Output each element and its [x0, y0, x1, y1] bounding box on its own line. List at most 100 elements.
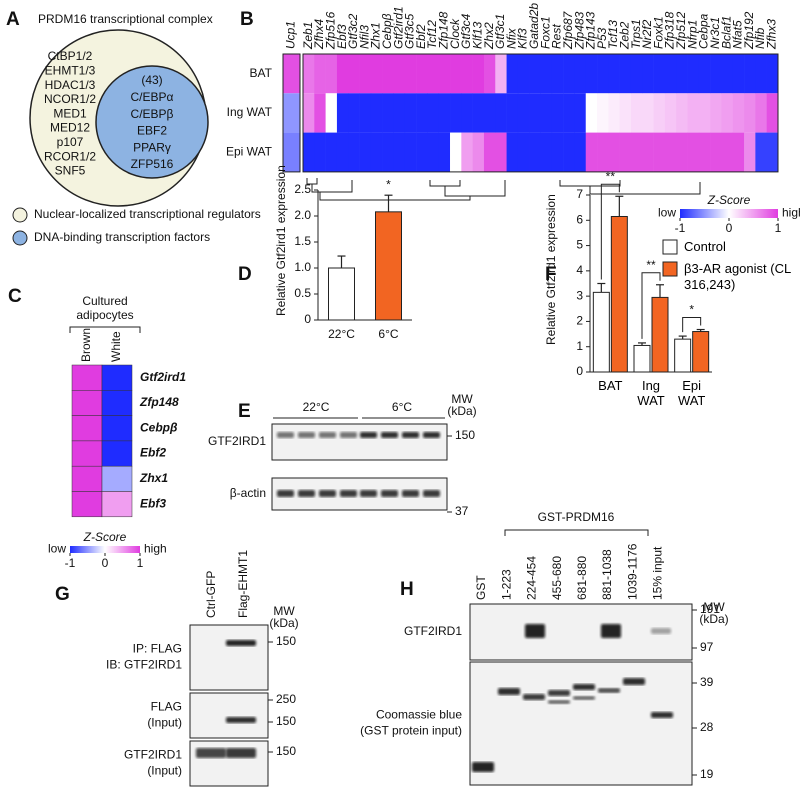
band — [226, 717, 256, 723]
rotated-label: 455-680 — [550, 556, 564, 600]
heatmap-cell — [438, 132, 451, 172]
rotated-label: Nr2f2 — [640, 19, 654, 49]
y-tick-label: 5 — [576, 238, 583, 252]
heatmap-cell — [336, 132, 349, 172]
heatmap-cell — [608, 54, 620, 94]
x-tick-label: Ing WAT — [637, 378, 665, 408]
bar — [375, 211, 402, 321]
colorbar-tick-label: 1 — [775, 221, 782, 235]
rotated-label: Zhx1 — [369, 22, 383, 50]
heatmap-cell — [710, 54, 722, 94]
band — [573, 684, 595, 690]
blot-label: (GST protein input) — [360, 724, 462, 738]
band — [381, 432, 398, 438]
legend-label-box: β3-AR agonist (CL 316,243) — [684, 261, 791, 292]
mw-label: 28 — [700, 720, 714, 734]
mw-label: 150 — [276, 744, 296, 758]
dendrogram — [306, 178, 701, 201]
heatmap-cell — [540, 93, 553, 133]
rotated-label: 1-223 — [499, 569, 513, 600]
rotated-label: Zhx2 — [482, 22, 496, 50]
heatmap-cell — [101, 440, 133, 467]
x-tick-label: Epi WAT — [677, 378, 706, 408]
heatmap-cell — [721, 93, 734, 133]
heatmap-cell — [630, 132, 643, 172]
panel-letter: B — [240, 9, 254, 30]
mw-header: MW — [451, 392, 473, 406]
heatmap-cell — [698, 54, 711, 94]
heatmap-cell — [608, 132, 620, 172]
rotated-label: Brown — [79, 328, 93, 362]
band — [525, 624, 545, 638]
y-tick-label: 4 — [576, 263, 583, 277]
regulator: NCOR1/2 — [44, 92, 96, 106]
heatmap-cell — [687, 132, 700, 172]
heatmap-cell — [608, 93, 620, 133]
gene-label: Zfp148 — [139, 395, 179, 409]
heatmap-cell — [483, 93, 496, 133]
rotated-label: Gtf3c2 — [346, 13, 360, 49]
heatmap-cell — [766, 93, 779, 133]
panel-letter: A — [6, 9, 20, 30]
band — [196, 748, 226, 758]
heatmap-cell — [404, 132, 417, 172]
heatmap-cell — [404, 54, 417, 94]
annotation: * — [689, 303, 694, 317]
legend-swatch — [662, 239, 678, 255]
heatmap-cell — [416, 132, 428, 172]
band — [523, 694, 545, 700]
heatmap-cell — [416, 54, 428, 94]
heatmap-cell — [619, 93, 632, 133]
heatmap-cell — [642, 93, 654, 133]
colorbar-tick-label: 0 — [102, 556, 109, 570]
gene-label: Cebpβ — [140, 420, 178, 434]
significance-bracket — [641, 272, 661, 339]
y-tick-label: 2.0 — [294, 208, 311, 222]
regulator: p107 — [57, 135, 84, 149]
heatmap-cell — [529, 93, 541, 133]
blot-label: β-actin — [230, 486, 266, 500]
heatmap-cell — [710, 132, 722, 172]
mw-label: 250 — [276, 692, 296, 706]
bar — [692, 331, 710, 373]
heatmap-cell — [574, 93, 587, 133]
heatmap-cell — [71, 440, 103, 467]
x-tick-label: 6°C — [378, 327, 398, 341]
bracket — [69, 326, 141, 333]
mw-header: (kDa) — [699, 612, 728, 626]
colorbar-title: Z-Score — [707, 193, 751, 207]
heatmap-cell — [664, 93, 677, 133]
rotated-label: Ebf2 — [414, 24, 428, 49]
band — [651, 628, 671, 634]
heatmap-cell — [483, 54, 496, 94]
rotated-label: Zeb1 — [301, 22, 315, 50]
x-tick-label: 22°C — [328, 327, 355, 341]
heatmap-cell — [766, 132, 779, 172]
rotated-label: Zfp687 — [561, 10, 575, 50]
header: adipocytes — [76, 308, 133, 322]
mw-header: (kDa) — [447, 404, 476, 418]
bar — [674, 338, 692, 373]
band — [277, 432, 294, 438]
heatmap-cell — [563, 54, 575, 94]
heatmap-cell — [755, 93, 767, 133]
mw-label: 150 — [455, 428, 475, 442]
band — [226, 748, 256, 758]
colorbar-title: Z-Score — [83, 530, 127, 544]
heatmap-cell — [710, 93, 722, 133]
colorbar-tick-label: 1 — [137, 556, 144, 570]
blot-label: Coomassie blue — [376, 708, 462, 722]
heatmap-cell — [563, 132, 575, 172]
rotated-label: Zfp143 — [584, 11, 598, 50]
colorbar-low: low — [48, 542, 66, 556]
heatmap-cell — [348, 132, 360, 172]
annotation: * — [386, 177, 391, 191]
heatmap-cell — [325, 54, 338, 94]
rotated-label: Tcf13 — [606, 20, 620, 49]
rotated-label: Zfhx4 — [312, 19, 326, 50]
rotated-label: Gtf3c1 — [493, 14, 507, 49]
annotation: ** — [646, 258, 656, 272]
heatmap-cell — [744, 93, 756, 133]
heatmap-cell — [348, 54, 360, 94]
